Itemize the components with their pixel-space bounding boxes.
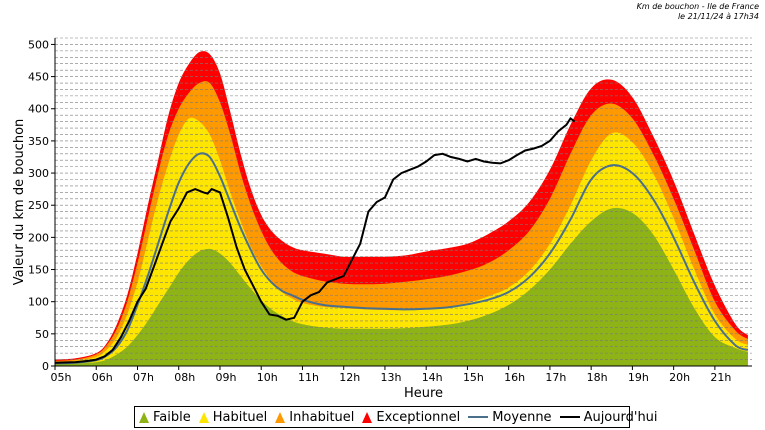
- y-tick-label-500: 500: [28, 38, 49, 51]
- y-tick-label-200: 200: [28, 231, 49, 244]
- x-tick-label-07h: 07h: [133, 371, 154, 384]
- x-axis-label: Heure: [404, 386, 443, 401]
- legend: Faible Habituel Inhabituel Exceptionnel …: [134, 406, 658, 428]
- x-tick-label-15h: 15h: [463, 371, 484, 384]
- band-faible: [55, 207, 748, 366]
- x-tick-label-08h: 08h: [174, 371, 195, 384]
- legend-item-inhabituel: Inhabituel: [275, 410, 354, 425]
- y-tick-label-50: 50: [35, 328, 49, 341]
- chart-title: Km de bouchon - Ile de France: [636, 2, 759, 11]
- x-tick-label-21h: 21h: [710, 371, 731, 384]
- moyenne-line: [54, 152, 749, 365]
- x-tick-label-14h: 14h: [422, 371, 443, 384]
- y-tick-label-350: 350: [28, 135, 49, 148]
- traffic-jam-chart: 0 50 100 150 200 250 300 350 400 450 500 05h 06h 07h 0…: [12, 37, 752, 401]
- legend-label-exceptionnel: Exceptionnel: [376, 409, 461, 425]
- x-tick-label-16h: 16h: [504, 371, 525, 384]
- aujourdhui-line: [54, 116, 576, 364]
- x-tick-label-12h: 12h: [339, 371, 360, 384]
- legend-item-moyenne: Moyenne: [468, 409, 552, 425]
- x-tick-label-20h: 20h: [669, 371, 690, 384]
- x-tick-label-17h: 17h: [545, 371, 566, 384]
- habituel-marker-icon: [198, 411, 209, 423]
- y-tick-label-0: 0: [42, 360, 49, 373]
- y-tick-label-100: 100: [28, 296, 49, 309]
- legend-item-exceptionnel: Exceptionnel: [362, 410, 460, 425]
- inhabituel-marker-icon: [275, 411, 286, 423]
- x-tick-label-05h: 05h: [51, 371, 72, 384]
- moyenne-line-icon: [468, 416, 489, 418]
- x-tick-label-19h: 19h: [628, 371, 649, 384]
- aujourdhui-line-icon: [559, 416, 580, 418]
- chart-timestamp: le 21/11/24 à 17h34: [677, 12, 759, 21]
- x-tick-label-09h: 09h: [215, 371, 236, 384]
- y-axis-label: Valeur du km de bouchon: [12, 119, 27, 286]
- y-tick-label-400: 400: [28, 103, 49, 116]
- y-tick-label-150: 150: [28, 264, 49, 277]
- legend-item-habituel: Habituel: [198, 409, 268, 425]
- legend-label-faible: Faible: [153, 409, 191, 425]
- x-tick-label-10h: 10h: [257, 371, 278, 384]
- y-tick-label-450: 450: [28, 71, 49, 84]
- x-tick-label-13h: 13h: [380, 371, 401, 384]
- x-tick-label-18h: 18h: [587, 371, 608, 384]
- x-tick-label-06h: 06h: [92, 371, 113, 384]
- x-tick-label-11h: 11h: [298, 371, 319, 384]
- y-tick-label-300: 300: [28, 167, 49, 180]
- legend-label-moyenne: Moyenne: [492, 409, 552, 425]
- exceptionnel-marker-icon: [362, 411, 373, 423]
- y-tick-label-250: 250: [28, 199, 49, 212]
- legend-label-aujourdhui: Aujourd'hui: [583, 409, 658, 425]
- legend-item-faible: Faible: [139, 410, 191, 425]
- legend-label-inhabituel: Inhabituel: [289, 409, 355, 425]
- legend-label-habituel: Habituel: [212, 409, 268, 425]
- legend-item-aujourdhui: Aujourd'hui: [559, 409, 658, 425]
- faible-marker-icon: [139, 411, 149, 423]
